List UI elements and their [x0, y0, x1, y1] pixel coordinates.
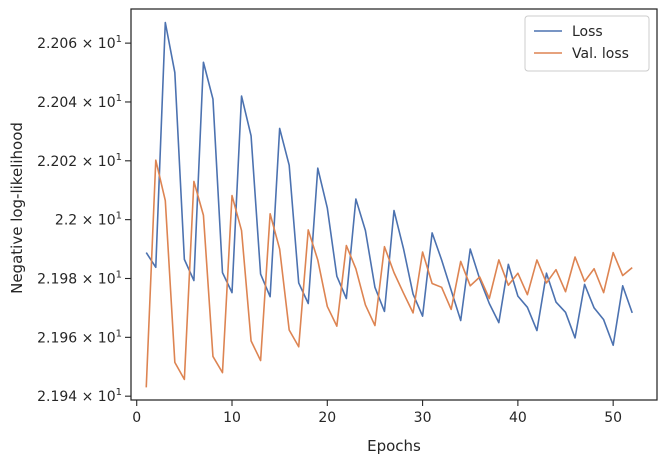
x-tick-label: 10	[223, 410, 241, 426]
legend-label: Loss	[572, 24, 603, 40]
legend: Loss Val. loss	[524, 15, 650, 72]
series-line-val-loss	[145, 159, 633, 388]
y-tick-label: 2.198 × 101	[37, 269, 122, 287]
y-tick-label: 2.202 × 101	[37, 152, 122, 170]
series-lines	[145, 21, 633, 388]
y-tick-label: 2.2 × 101	[55, 211, 122, 229]
y-tick-label: 2.196 × 101	[37, 328, 122, 346]
y-tick-label: 2.194 × 101	[37, 387, 122, 405]
x-tick-label: 40	[509, 410, 527, 426]
x-tick-label: 50	[604, 410, 622, 426]
x-axis-title: Epochs	[367, 437, 421, 455]
y-tick-label: 2.206 × 101	[37, 34, 122, 52]
x-tick-label: 0	[132, 410, 141, 426]
y-axis-title: Negative log-likelihood	[8, 122, 26, 294]
x-axis: 0 10 20 30 40 50	[132, 400, 622, 426]
legend-box	[524, 15, 650, 72]
x-tick-label: 30	[414, 410, 432, 426]
x-tick-label: 20	[318, 410, 336, 426]
legend-label: Val. loss	[572, 46, 629, 62]
y-axis: 2.194 × 101 2.196 × 101 2.198 × 101 2.2 × 1…	[37, 34, 131, 405]
y-tick-label: 2.204 × 101	[37, 93, 122, 111]
